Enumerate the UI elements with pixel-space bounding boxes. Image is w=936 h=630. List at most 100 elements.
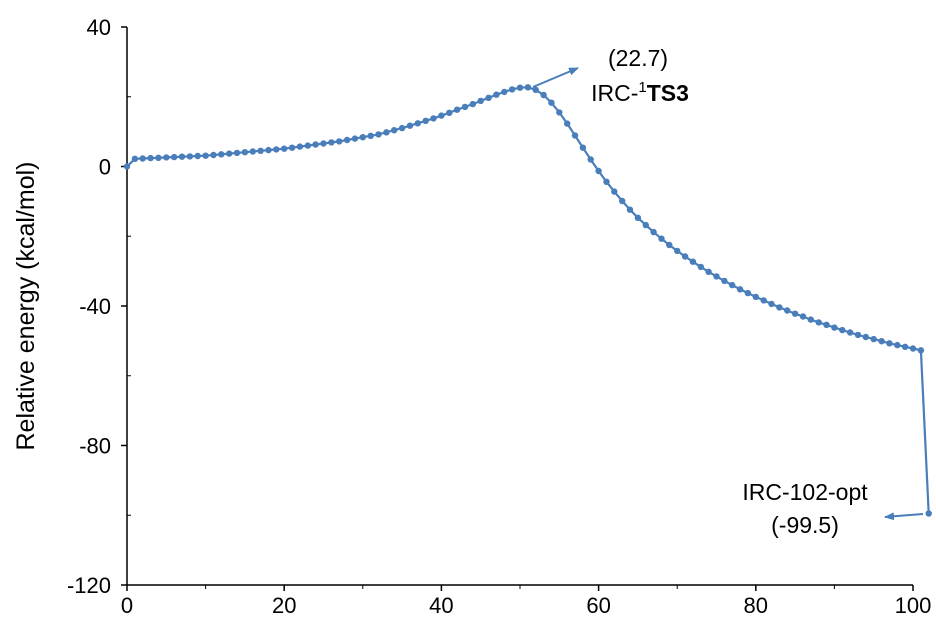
y-tick-label: -40 xyxy=(79,294,111,319)
y-tick-label: 40 xyxy=(87,15,111,40)
data-point xyxy=(524,84,532,91)
data-point xyxy=(359,134,366,141)
y-axis-title: Relative energy (kcal/mol) xyxy=(12,162,40,451)
data-point xyxy=(784,307,791,314)
data-point xyxy=(226,150,233,157)
data-point xyxy=(320,140,327,147)
y-axis-ticks: 40 0 -40 -80 -120 xyxy=(67,15,131,598)
data-point xyxy=(736,286,744,293)
data-point xyxy=(831,324,838,331)
data-point xyxy=(674,247,681,255)
data-point xyxy=(532,86,539,94)
data-point xyxy=(477,97,484,105)
data-point xyxy=(870,335,877,343)
data-point xyxy=(383,129,390,136)
data-point xyxy=(854,331,862,339)
data-point xyxy=(257,147,264,154)
data-point xyxy=(155,154,162,161)
end-name-label: IRC-102-opt xyxy=(742,479,868,505)
y-tick-label: -120 xyxy=(67,573,111,598)
data-point xyxy=(202,152,209,159)
data-point xyxy=(925,510,932,517)
data-point xyxy=(752,293,759,301)
data-point xyxy=(705,268,712,275)
data-point xyxy=(493,91,500,98)
x-tick-label: 20 xyxy=(272,593,296,618)
x-axis-ticks: 0 20 40 60 80 100 xyxy=(121,585,931,618)
data-point xyxy=(548,99,555,106)
data-point xyxy=(579,144,587,151)
data-point xyxy=(721,277,728,285)
data-point xyxy=(304,142,311,149)
data-point xyxy=(917,347,925,354)
end-energy-label: (-99.5) xyxy=(771,512,839,538)
data-point xyxy=(406,122,414,129)
data-point xyxy=(642,221,649,229)
end-arrow xyxy=(884,512,924,521)
y-tick-label: 0 xyxy=(99,155,111,180)
data-point xyxy=(823,321,830,328)
data-point xyxy=(501,88,508,96)
data-point xyxy=(453,106,461,113)
data-point xyxy=(414,120,421,127)
data-point xyxy=(729,281,736,289)
data-point xyxy=(485,94,492,102)
x-tick-label: 0 xyxy=(121,593,133,618)
ts-name-label: IRC-1TS3 xyxy=(591,79,689,106)
data-point xyxy=(776,304,783,311)
data-point xyxy=(658,235,665,242)
data-point xyxy=(367,132,374,139)
data-point xyxy=(901,343,909,350)
data-point xyxy=(713,273,720,280)
data-point xyxy=(564,120,571,127)
data-point xyxy=(556,109,563,116)
data-point xyxy=(233,149,241,157)
data-point xyxy=(123,163,131,170)
data-point xyxy=(666,241,673,249)
data-point xyxy=(469,100,476,108)
data-point xyxy=(878,338,885,345)
data-point xyxy=(603,178,610,185)
data-point xyxy=(210,151,217,159)
data-point xyxy=(265,146,272,154)
data-point xyxy=(571,132,579,139)
data-point xyxy=(760,297,767,304)
data-point xyxy=(343,136,351,144)
x-tick-label: 80 xyxy=(744,593,768,618)
data-point xyxy=(288,144,296,151)
x-tick-label: 60 xyxy=(586,593,610,618)
data-point xyxy=(768,300,775,308)
data-point xyxy=(540,91,547,99)
data-point xyxy=(799,313,807,320)
data-point xyxy=(862,333,869,341)
data-point xyxy=(178,153,186,160)
data-point xyxy=(626,206,634,213)
ts-energy-label: (22.7) xyxy=(608,45,668,71)
data-point xyxy=(398,124,406,132)
data-point xyxy=(744,289,752,297)
data-point xyxy=(807,316,814,323)
data-point xyxy=(139,155,146,162)
data-point xyxy=(508,86,516,93)
data-point xyxy=(611,188,618,195)
data-point xyxy=(438,112,445,119)
data-point xyxy=(886,340,893,347)
data-point xyxy=(351,135,359,142)
data-point xyxy=(249,148,256,155)
data-point xyxy=(846,329,854,336)
data-point xyxy=(461,103,469,111)
data-point xyxy=(218,151,225,158)
energy-series xyxy=(123,84,932,517)
data-point xyxy=(634,214,642,221)
data-point xyxy=(375,131,382,138)
x-tick-label: 40 xyxy=(429,593,453,618)
data-point xyxy=(909,345,917,352)
x-tick-label: 100 xyxy=(895,593,932,618)
data-point xyxy=(312,141,319,148)
data-point xyxy=(422,117,429,125)
data-point xyxy=(273,146,280,153)
y-tick-label: -80 xyxy=(79,434,111,459)
data-point xyxy=(587,156,594,163)
data-point xyxy=(328,139,335,146)
